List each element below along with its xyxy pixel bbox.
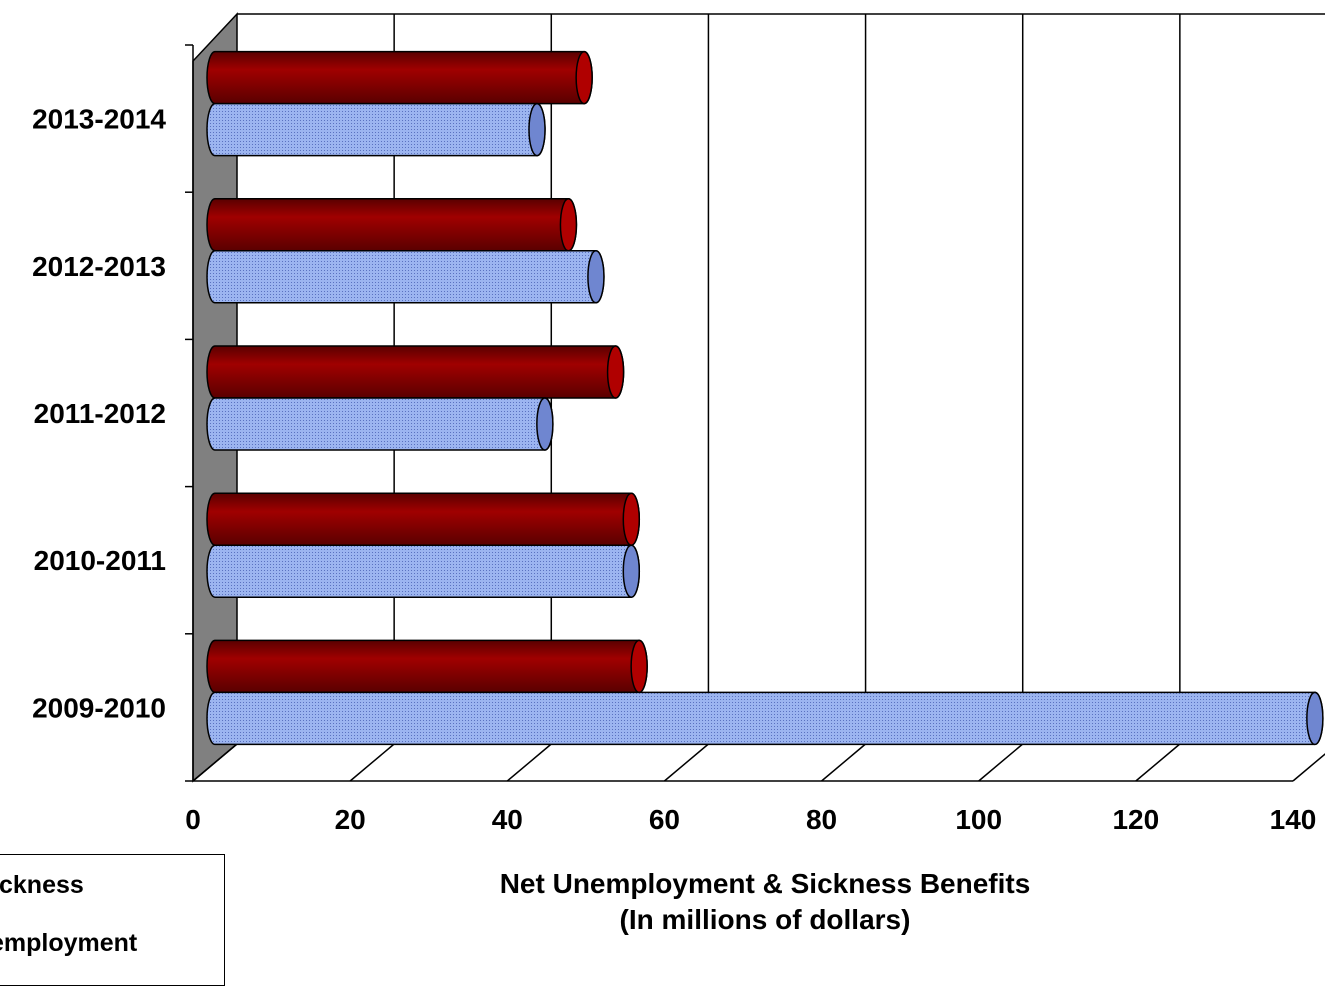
category-label: 2010-2011 [34, 545, 166, 576]
bar-unemployment [206, 544, 641, 598]
floor-gridline [663, 743, 709, 782]
x-tick-label: 140 [1270, 804, 1317, 835]
floor-gridline [1292, 753, 1325, 782]
bar-sickness [206, 345, 625, 399]
x-tick-label: 120 [1112, 804, 1159, 835]
bars [206, 50, 1324, 746]
x-axis-title: Net Unemployment & Sickness Benefits (In… [400, 866, 1130, 938]
x-axis-title-line2: (In millions of dollars) [619, 904, 911, 935]
floor-gridline [821, 743, 867, 782]
category-label: 2011-2012 [34, 398, 166, 429]
bar-unemployment [206, 102, 546, 157]
x-tick-label: 40 [492, 804, 523, 835]
x-tick-label: 20 [335, 804, 366, 835]
category-label: 2012-2013 [32, 251, 166, 282]
floor-gridline [349, 743, 395, 782]
bar-sickness [206, 492, 641, 546]
y-axis-labels: 2009-2010 2010-2011 2011-2012 2012-2013 2013… [32, 104, 166, 724]
bar-sickness [206, 639, 648, 694]
x-tick-label: 60 [649, 804, 680, 835]
x-tick-label: 0 [185, 804, 201, 835]
floor-gridline [506, 743, 552, 782]
bar-unemployment [206, 250, 605, 304]
category-label: 2009-2010 [32, 692, 166, 723]
bar-unemployment [206, 397, 554, 451]
legend-item-sickness: ckness [0, 871, 84, 899]
x-tick-label: 80 [806, 804, 837, 835]
x-axis-ticks: 0 20 40 60 80 100 120 140 [185, 804, 1316, 835]
x-tick-label: 100 [955, 804, 1002, 835]
x-axis-title-line1: Net Unemployment & Sickness Benefits [499, 868, 1031, 899]
legend: ckness employment [0, 854, 225, 986]
bar-unemployment [206, 691, 1324, 746]
legend-item-unemployment: employment [0, 929, 138, 957]
floor-gridline [192, 743, 238, 782]
floor-gridline [1135, 743, 1181, 782]
bar-sickness [206, 50, 593, 105]
category-label: 2013-2014 [32, 104, 166, 135]
floor-gridline [978, 743, 1024, 782]
bar-sickness [206, 198, 578, 252]
